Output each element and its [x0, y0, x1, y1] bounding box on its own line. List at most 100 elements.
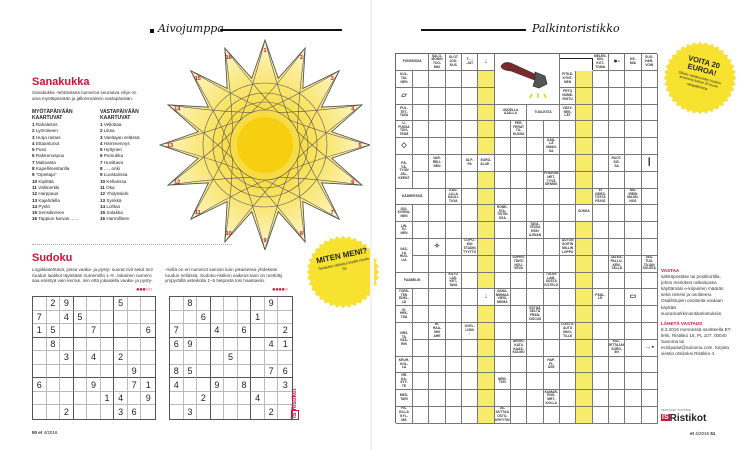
answer-cell[interactable]	[592, 205, 609, 223]
sudoku-cell[interactable]	[141, 311, 155, 325]
answer-cell[interactable]	[592, 138, 609, 155]
answer-cell[interactable]	[429, 71, 446, 88]
sudoku-cell[interactable]	[60, 391, 74, 406]
sudoku-cell[interactable]	[87, 310, 101, 325]
answer-cell[interactable]	[592, 272, 609, 290]
answer-cell[interactable]	[625, 205, 642, 223]
answer-cell[interactable]	[413, 171, 430, 189]
answer-cell[interactable]	[559, 407, 577, 424]
sudoku-cell[interactable]	[73, 324, 88, 338]
answer-cell[interactable]	[608, 171, 626, 189]
sudoku-cell[interactable]	[73, 391, 88, 406]
solution-cell[interactable]	[478, 138, 495, 155]
answer-cell[interactable]	[608, 138, 626, 155]
sudoku-cell[interactable]	[46, 351, 61, 365]
sudoku-cell[interactable]: 6	[33, 378, 47, 392]
sudoku-cell[interactable]	[210, 337, 225, 352]
sudoku-cell[interactable]: 7	[170, 324, 184, 338]
answer-cell[interactable]	[543, 407, 560, 424]
solution-cell[interactable]	[576, 71, 593, 88]
sudoku-cell[interactable]: 2	[278, 324, 292, 338]
sudoku-cell[interactable]: 3	[278, 378, 292, 392]
sudoku-cell[interactable]	[224, 310, 238, 325]
answer-cell[interactable]	[625, 339, 642, 357]
answer-cell[interactable]	[445, 104, 462, 122]
answer-cell[interactable]	[641, 239, 658, 256]
solution-cell[interactable]	[576, 104, 593, 122]
solution-cell[interactable]	[478, 356, 495, 374]
answer-cell[interactable]	[429, 356, 446, 374]
sudoku-cell[interactable]	[251, 297, 265, 311]
solution-cell[interactable]	[576, 255, 593, 273]
answer-cell[interactable]	[543, 306, 560, 323]
sudoku-cell[interactable]	[170, 405, 184, 419]
sudoku-cell[interactable]: 1	[141, 378, 155, 392]
answer-cell[interactable]	[559, 205, 577, 223]
answer-cell[interactable]	[608, 121, 626, 139]
answer-cell[interactable]	[429, 390, 446, 407]
sudoku-cell[interactable]	[60, 364, 74, 379]
answer-cell[interactable]	[592, 306, 609, 323]
sudoku-cell[interactable]	[251, 405, 265, 419]
answer-cell[interactable]	[510, 222, 528, 239]
sudoku-cell[interactable]	[114, 324, 128, 338]
answer-cell[interactable]	[445, 171, 462, 189]
solution-cell[interactable]	[478, 272, 495, 290]
answer-cell[interactable]	[641, 87, 658, 105]
answer-cell[interactable]	[527, 171, 544, 189]
answer-cell[interactable]	[592, 390, 609, 407]
answer-cell[interactable]	[559, 356, 577, 374]
answer-cell[interactable]	[543, 255, 560, 273]
sudoku-cell[interactable]	[264, 310, 279, 325]
answer-cell[interactable]	[625, 255, 642, 273]
answer-cell[interactable]	[608, 289, 626, 307]
answer-cell[interactable]	[559, 121, 577, 139]
answer-cell[interactable]	[592, 71, 609, 88]
answer-cell[interactable]	[625, 306, 642, 323]
answer-cell[interactable]	[445, 306, 462, 323]
sudoku-cell[interactable]	[278, 311, 292, 325]
sudoku-cell[interactable]: 2	[265, 405, 279, 419]
solution-cell[interactable]	[478, 407, 495, 424]
sudoku-cell[interactable]	[238, 405, 252, 419]
sudoku-cell[interactable]	[33, 351, 47, 365]
answer-cell[interactable]	[461, 339, 479, 357]
answer-cell[interactable]	[413, 87, 430, 105]
solution-cell[interactable]	[478, 171, 495, 189]
answer-cell[interactable]	[445, 323, 462, 340]
sudoku-cell[interactable]: 6	[197, 310, 211, 325]
answer-cell[interactable]	[429, 104, 446, 122]
answer-cell[interactable]	[494, 390, 511, 407]
answer-cell[interactable]	[527, 407, 544, 424]
sudoku-cell[interactable]	[33, 405, 47, 419]
sudoku-cell[interactable]	[60, 337, 74, 352]
solution-cell[interactable]	[576, 390, 593, 407]
answer-cell[interactable]	[461, 104, 479, 122]
sudoku-cell[interactable]	[197, 405, 211, 419]
sudoku-cell[interactable]: 7	[264, 364, 279, 379]
answer-cell[interactable]	[413, 289, 430, 307]
sudoku-cell[interactable]	[197, 297, 211, 311]
sudoku-cell[interactable]	[33, 364, 47, 379]
solution-cell[interactable]	[478, 390, 495, 407]
answer-cell[interactable]	[527, 272, 544, 290]
answer-cell[interactable]	[527, 289, 544, 307]
solution-cell[interactable]	[478, 222, 495, 239]
sudoku-cell[interactable]	[73, 297, 88, 311]
sudoku-cell[interactable]: 5	[46, 324, 61, 338]
solution-cell[interactable]	[478, 239, 495, 256]
answer-cell[interactable]	[641, 390, 658, 407]
sudoku-cell[interactable]	[170, 351, 184, 365]
solution-cell[interactable]	[576, 171, 593, 189]
solution-cell[interactable]	[478, 121, 495, 139]
sudoku-cell[interactable]	[197, 337, 211, 352]
answer-cell[interactable]	[592, 104, 609, 122]
sudoku-cell[interactable]	[211, 405, 225, 419]
answer-cell[interactable]	[429, 188, 446, 206]
answer-cell[interactable]	[510, 205, 528, 223]
answer-cell[interactable]	[413, 104, 430, 122]
answer-cell[interactable]	[641, 222, 658, 239]
sudoku-cell[interactable]	[100, 324, 115, 338]
sudoku-cell[interactable]	[224, 405, 238, 419]
solution-cell[interactable]	[576, 373, 593, 391]
